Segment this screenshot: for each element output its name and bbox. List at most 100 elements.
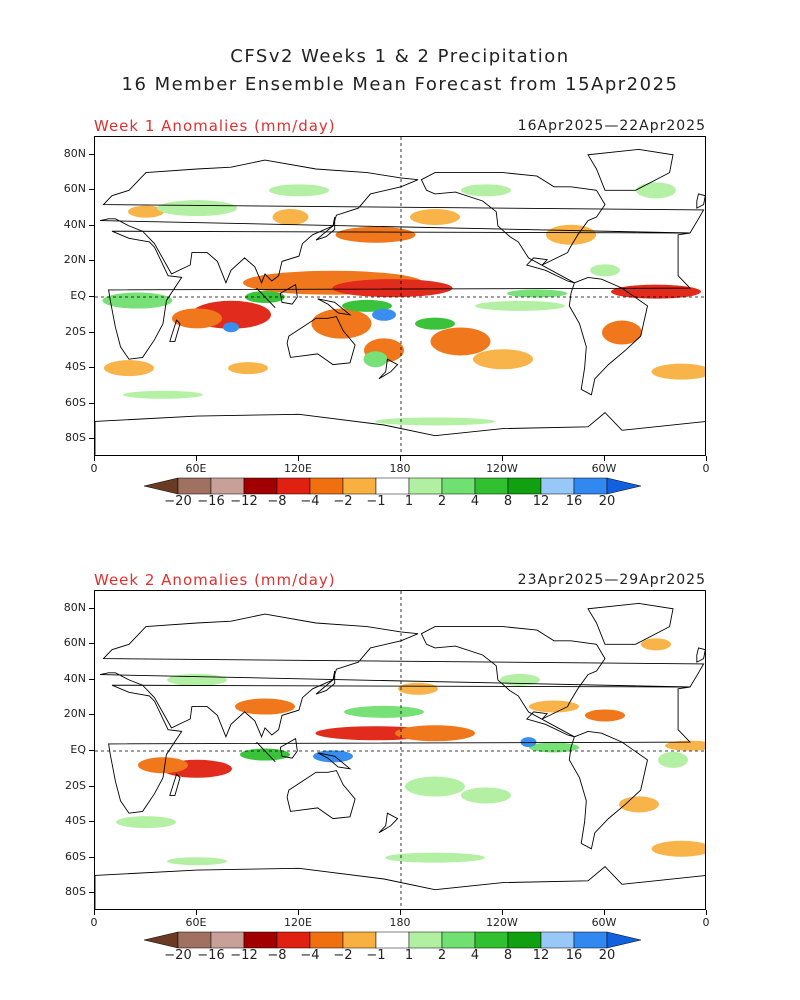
lat-tick-label: 80N (63, 600, 86, 614)
dry-anomaly (651, 363, 705, 380)
coastline (279, 283, 298, 305)
colorbar-label: −2 (333, 494, 353, 509)
lon-tick (400, 910, 401, 915)
colorbar-segment (573, 931, 608, 949)
colorbar-segment (177, 477, 212, 495)
colorbar-segment (474, 931, 509, 949)
colorbar-segment (309, 931, 344, 949)
wet-anomaly (590, 264, 620, 277)
lon-tick-label: 0 (702, 916, 710, 929)
dry-anomaly (235, 698, 295, 715)
colorbar-segment (309, 477, 344, 495)
wet-anomaly (520, 737, 537, 748)
colorbar-label: 20 (598, 948, 616, 963)
dry-anomaly (641, 638, 671, 651)
lon-tick-label: 0 (90, 916, 98, 929)
colorbar-segment (210, 931, 245, 949)
title-line-1: CFSv2 Weeks 1 & 2 Precipitation (230, 46, 570, 67)
week2-map (94, 590, 706, 910)
colorbar-label: 2 (437, 494, 447, 509)
lon-tick-label: 180 (389, 462, 411, 475)
wet-anomaly (385, 852, 485, 863)
week2-colorbar: −20 −16 −12 −8 −4 −2 −1 1 2 4 8 12 16 20 (143, 930, 660, 963)
week1-colorbar: −20 −16 −12 −8 −4 −2 −1 1 2 4 8 12 16 20 (143, 476, 660, 509)
wet-anomaly (223, 322, 239, 333)
dry-anomaly (611, 284, 701, 299)
wet-anomaly (507, 289, 567, 298)
week2-date-range: 23Apr2025—29Apr2025 (517, 572, 706, 588)
colorbar-segment (540, 931, 575, 949)
wet-anomaly (529, 742, 579, 753)
lat-tick (89, 367, 94, 369)
lat-tick-label: 40S (65, 360, 86, 374)
lat-tick-label: 60N (63, 636, 86, 650)
coastline (587, 602, 674, 645)
lat-tick (89, 402, 94, 404)
colorbar-label: −12 (230, 494, 258, 509)
lon-tick (502, 910, 503, 915)
wet-anomaly (461, 787, 511, 804)
coastline (256, 741, 276, 763)
colorbar-segment (342, 477, 377, 495)
lon-tick-label: 60E (185, 462, 207, 475)
colorbar-svg (143, 931, 642, 949)
title-line-2: 16 Member Ensemble Mean Forecast from 15… (121, 74, 679, 95)
lat-tick-label: 20N (63, 707, 86, 721)
coastline (95, 411, 705, 455)
lat-tick (89, 643, 94, 645)
coastline (256, 287, 276, 309)
wet-anomaly (372, 308, 396, 321)
lat-tick-label: 20S (65, 324, 86, 338)
colorbar-label: −20 (164, 948, 192, 963)
lat-tick-label: 20N (63, 253, 86, 267)
lon-tick (604, 910, 605, 915)
lat-tick (89, 224, 94, 226)
lat-tick-label: 60S (65, 849, 86, 863)
lon-tick-label: 120E (284, 462, 312, 475)
coastline (378, 358, 399, 380)
dry-anomaly (335, 226, 416, 243)
colorbar-label: −20 (164, 494, 192, 509)
lon-tick (706, 456, 707, 461)
wet-anomaly (157, 200, 237, 217)
week1-date-range: 16Apr2025—22Apr2025 (517, 118, 706, 134)
colorbar-label: 2 (437, 948, 447, 963)
lat-tick (89, 607, 94, 609)
precip-anomaly-map (95, 591, 705, 909)
colorbar-label: −1 (366, 494, 386, 509)
lon-tick (196, 456, 197, 461)
dry-anomaly (529, 700, 579, 713)
colorbar-label: 8 (503, 948, 513, 963)
dry-anomaly (128, 205, 164, 218)
coastline (100, 613, 705, 739)
colorbar-segment (276, 931, 311, 949)
wet-anomaly (375, 417, 495, 426)
coastline (286, 316, 356, 366)
colorbar-segment (375, 477, 410, 495)
coastline (317, 752, 352, 770)
colorbar-segment (441, 477, 476, 495)
lat-tick (89, 750, 94, 751)
lat-tick-label: EQ (70, 289, 86, 302)
dry-anomaly (311, 308, 372, 339)
colorbar-label: 1 (404, 494, 414, 509)
dry-anomaly (602, 320, 642, 345)
lon-tick-label: 0 (702, 462, 710, 475)
lon-tick (298, 456, 299, 461)
colorbar-label: 8 (503, 494, 513, 509)
dry-anomaly (332, 279, 453, 298)
coastline (169, 773, 181, 796)
dry-anomaly (651, 840, 705, 857)
coastline (696, 193, 705, 209)
dry-anomaly (395, 725, 475, 742)
coastline (279, 737, 298, 759)
dry-anomaly (665, 740, 705, 751)
wet-anomaly (636, 182, 676, 199)
lat-tick-label: 60N (63, 182, 86, 196)
coastline (315, 216, 336, 241)
lon-tick (196, 910, 197, 915)
colorbar-segment (408, 477, 443, 495)
colorbar-svg (143, 477, 642, 495)
lon-tick (94, 456, 95, 461)
dry-anomaly (585, 709, 625, 722)
